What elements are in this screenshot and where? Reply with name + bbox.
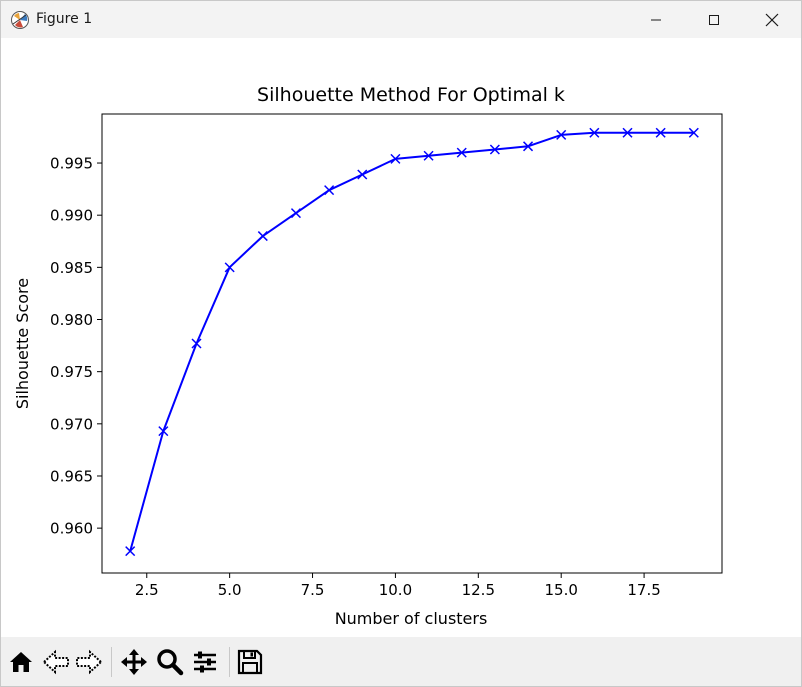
minimize-icon [651,19,661,20]
configure-subplots-button[interactable] [190,647,220,677]
data-point-marker [523,141,534,152]
y-tick-label: 0.980 [50,311,93,329]
data-point-marker [324,185,335,196]
marker-stroke [191,338,202,349]
y-tick-label: 0.995 [50,155,93,173]
data-point-marker [125,546,136,557]
marker-stroke [357,169,368,180]
marker-stroke [556,129,567,140]
x-tick-label: 2.5 [135,581,159,599]
close-button[interactable] [743,1,801,38]
data-point-marker [655,127,666,138]
home-icon [10,652,32,672]
data-point-marker [290,208,301,219]
pan-button[interactable] [119,647,149,677]
x-tick-label: 5.0 [218,581,242,599]
axes-frame [101,113,723,574]
marker-stroke [489,144,500,155]
toolbar-separator [111,647,112,677]
x-tick-label: 10.0 [379,581,412,599]
data-point-marker [688,127,699,138]
marker-stroke [290,208,301,219]
series-line [129,131,694,552]
axes: 2.5 5.0 7.5 10.0 12.5 15.0 17.5 0.960 0.965 0.970… [50,155,661,599]
x-tick-label: 12.5 [462,581,495,599]
data-point-marker [158,426,169,437]
data-point-marker [556,129,567,140]
title-bar: Figure 1 [1,1,801,38]
maximize-button[interactable] [685,1,743,38]
navigation-toolbar [1,637,801,686]
x-tick-label: 7.5 [301,581,325,599]
data-point-marker [390,153,401,164]
data-point-marker [456,147,467,158]
data-point-marker [191,338,202,349]
zoom-button[interactable] [155,647,185,677]
y-tick-label: 0.970 [50,415,93,433]
back-arrow-icon [42,649,69,675]
marker-stroke [158,426,169,437]
marker-stroke [324,185,335,196]
y-tick-label: 0.990 [50,207,93,225]
data-point-marker [622,127,633,138]
marker-stroke [688,127,699,138]
marker-stroke [523,141,534,152]
minimize-button[interactable] [627,1,685,38]
marker-stroke [390,153,401,164]
save-button[interactable] [235,647,265,677]
forward-arrow-icon [76,649,103,675]
marker-stroke [257,231,268,242]
close-icon [765,13,779,26]
y-tick-label: 0.965 [50,467,93,485]
marker-stroke [655,127,666,138]
marker-stroke [423,150,434,161]
marker-stroke [125,546,136,557]
x-tick-label: 17.5 [627,581,660,599]
line-chart: Silhouette Method For Optimal k 2.5 5.0 7.… [13,84,723,628]
series-silhouette [125,127,699,557]
window-title: Figure 1 [36,11,93,27]
home-button[interactable] [6,647,36,677]
y-tick-label: 0.975 [50,363,93,381]
x-axis-label: Number of clusters [335,609,488,628]
forward-button[interactable] [74,647,104,677]
figure-canvas[interactable]: Silhouette Method For Optimal k 2.5 5.0 7.… [1,38,801,637]
configure-subplots-icon [194,651,216,673]
pan-icon [121,649,147,675]
chart-title: Silhouette Method For Optimal k [257,84,565,106]
matplotlib-logo-icon [11,11,29,29]
y-axis-label: Silhouette Score [13,278,32,409]
x-tick-label: 15.0 [544,581,577,599]
data-point-marker [489,144,500,155]
data-point-marker [423,150,434,161]
maximize-icon [709,14,719,25]
y-tick-label: 0.960 [50,520,93,538]
marker-stroke [224,262,235,273]
data-point-marker [357,169,368,180]
marker-stroke [622,127,633,138]
data-point-marker [257,231,268,242]
marker-stroke [589,127,600,138]
back-button[interactable] [41,647,71,677]
data-point-marker [224,262,235,273]
marker-stroke [456,147,467,158]
data-point-marker [589,127,600,138]
toolbar-separator [229,647,230,677]
y-tick-label: 0.985 [50,259,93,277]
save-icon [237,649,263,675]
zoom-icon [157,649,184,676]
